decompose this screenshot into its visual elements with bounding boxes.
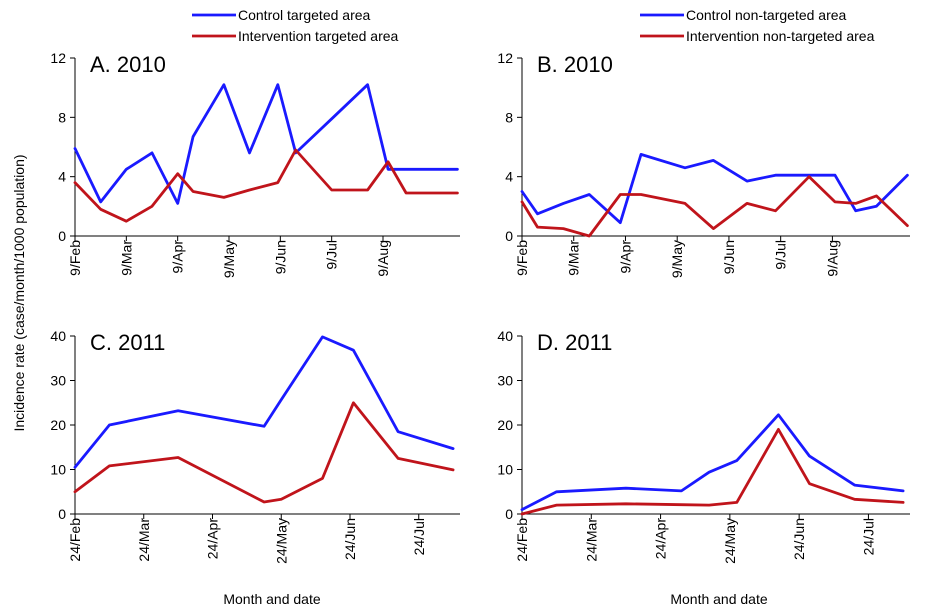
y-tick-label: 20 (497, 417, 513, 433)
y-tick-label: 10 (497, 462, 513, 478)
panel-0: 0 4 8 12 9/Feb 9/Mar 9/Apr 9/May 9/Jun 9/Jul 9/Aug… (50, 7, 460, 278)
x-tick-label: 24/Feb (514, 518, 530, 562)
x-axis-title-left: Month and date (223, 591, 321, 607)
y-tick-label: 20 (50, 417, 66, 433)
x-tick-label: 9/Feb (67, 240, 83, 276)
y-tick-label: 12 (50, 50, 66, 66)
legend-label: Control non-targeted area (686, 7, 847, 23)
x-axis-title-right: Month and date (670, 591, 768, 607)
x-tick-label: 9/Apr (617, 240, 633, 274)
x-tick-label: 24/Jul (860, 518, 876, 555)
y-tick-label: 8 (58, 109, 66, 125)
y-tick-label: 0 (505, 506, 513, 522)
series-line-intervention (73, 148, 459, 223)
x-tick-label: 9/May (669, 240, 685, 278)
panel-label: A. 2010 (90, 52, 166, 77)
panel-1: 0 4 8 12 9/Feb 9/Mar 9/Apr 9/May 9/Jun 9/Jul 9/Aug… (497, 7, 910, 278)
y-axis-title: Incidence rate (case/month/1000 populati… (11, 154, 27, 431)
y-tick-label: 12 (497, 50, 513, 66)
y-tick-label: 8 (505, 109, 513, 125)
y-tick-label: 4 (58, 169, 66, 185)
x-tick-label: 24/Jun (342, 518, 358, 560)
y-tick-label: 40 (50, 328, 66, 344)
series-line-intervention (520, 175, 909, 238)
x-tick-label: 9/Jun (721, 240, 737, 274)
y-tick-label: 10 (50, 462, 66, 478)
x-tick-label: 9/Apr (170, 240, 186, 274)
x-tick-label: 9/Feb (514, 240, 530, 276)
x-tick-label: 24/Mar (583, 518, 599, 562)
panel-2: 0 10 20 30 40 24/Feb 24/Mar 24/Apr 24/May 24/Jun 2… (50, 328, 460, 564)
x-tick-label: 9/Mar (118, 240, 134, 276)
x-tick-label: 9/Aug (375, 240, 391, 277)
x-tick-label: 24/May (273, 518, 289, 564)
y-tick-label: 30 (497, 373, 513, 389)
x-tick-label: 24/Jul (411, 518, 427, 555)
x-tick-label: 24/Apr (205, 518, 221, 560)
panel-label: D. 2011 (537, 330, 612, 355)
series-line-intervention (73, 401, 455, 504)
x-tick-label: 24/May (722, 518, 738, 564)
x-tick-label: 9/Jun (272, 240, 288, 274)
x-tick-label: 24/Feb (67, 518, 83, 562)
x-tick-label: 9/Jul (324, 240, 340, 270)
legend-label: Intervention non-targeted area (686, 28, 875, 44)
y-tick-label: 40 (497, 328, 513, 344)
y-tick-label: 0 (58, 228, 66, 244)
legend-label: Control targeted area (238, 7, 371, 23)
legend-label: Intervention targeted area (238, 28, 399, 44)
x-tick-label: 9/Jul (773, 240, 789, 270)
x-tick-label: 24/Jun (791, 518, 807, 560)
y-tick-label: 4 (505, 169, 513, 185)
x-tick-label: 9/Mar (566, 240, 582, 276)
series-line-control (73, 335, 455, 469)
y-tick-label: 0 (58, 506, 66, 522)
series-line-control (520, 152, 909, 225)
series-line-control (520, 413, 905, 512)
panel-label: C. 2011 (90, 330, 165, 355)
x-tick-label: 24/Apr (653, 518, 669, 560)
panel-label: B. 2010 (537, 52, 613, 77)
panel-3: 0 10 20 30 40 24/Feb 24/Mar 24/Apr 24/May 24/Jun 2… (497, 328, 910, 564)
x-tick-label: 9/Aug (824, 240, 840, 277)
x-tick-label: 24/Mar (136, 518, 152, 562)
y-tick-label: 0 (505, 228, 513, 244)
series-line-intervention (520, 427, 905, 516)
y-tick-label: 30 (50, 373, 66, 389)
series-line-control (73, 83, 459, 205)
x-tick-label: 9/May (221, 240, 237, 278)
